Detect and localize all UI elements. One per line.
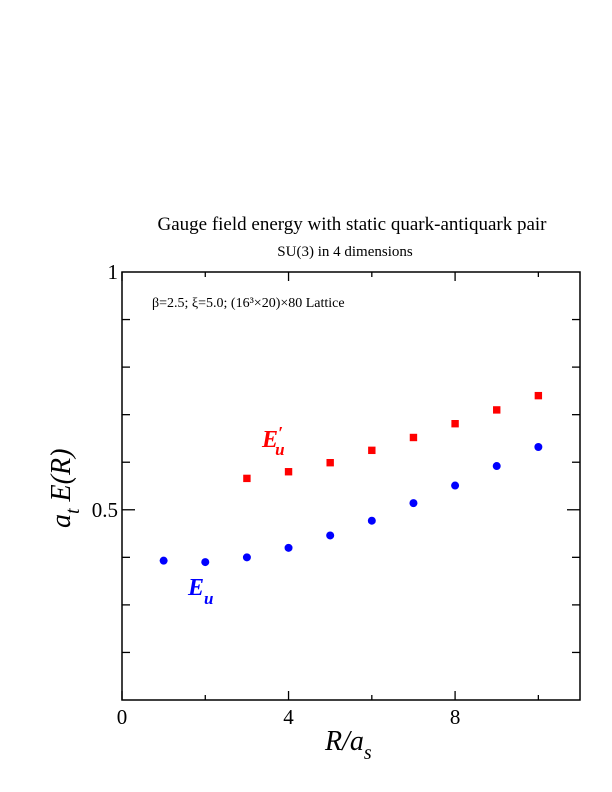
point-series-0 (242, 553, 251, 562)
point-series-1 (368, 446, 376, 455)
point-series-0 (451, 481, 460, 490)
point-series-1 (284, 468, 293, 476)
point-series-0 (284, 543, 293, 552)
x-tick-label: 8 (450, 705, 461, 729)
point-series-1 (493, 406, 501, 414)
point-series-0 (159, 556, 168, 565)
chart-title: Gauge field energy with static quark-ant… (157, 214, 547, 235)
axis-tick-labels: 0 4 8 0.5 1 (92, 260, 461, 729)
axis-ticks (121, 272, 580, 700)
plot-frame (121, 271, 581, 701)
y-tick-label: 0.5 (92, 498, 118, 522)
point-series-1 (409, 433, 418, 442)
point-series-0 (201, 558, 210, 567)
x-tick-label: 0 (117, 705, 128, 729)
series-label-e-u: Eu (187, 575, 213, 608)
chart-subtitle: SU(3) in 4 dimensions (277, 244, 413, 260)
x-tick-label: 4 (283, 705, 294, 729)
point-series-0 (492, 462, 501, 471)
point-series-0 (409, 499, 418, 508)
point-series-0 (326, 531, 335, 540)
series-label-e-prime-u: E′ u (261, 423, 285, 459)
data-markers (159, 391, 543, 567)
point-series-1 (326, 458, 334, 467)
point-series-1 (243, 474, 251, 483)
point-series-1 (534, 391, 543, 400)
y-axis-label: at E(R) (46, 449, 84, 528)
lattice-annotation: β=2.5; ξ=5.0; (16³×20)×80 Lattice (152, 296, 345, 311)
point-series-0 (534, 443, 543, 452)
x-axis-label: R/as (324, 726, 372, 764)
point-series-1 (451, 420, 459, 428)
y-tick-label: 1 (108, 260, 119, 284)
point-series-0 (367, 516, 376, 525)
